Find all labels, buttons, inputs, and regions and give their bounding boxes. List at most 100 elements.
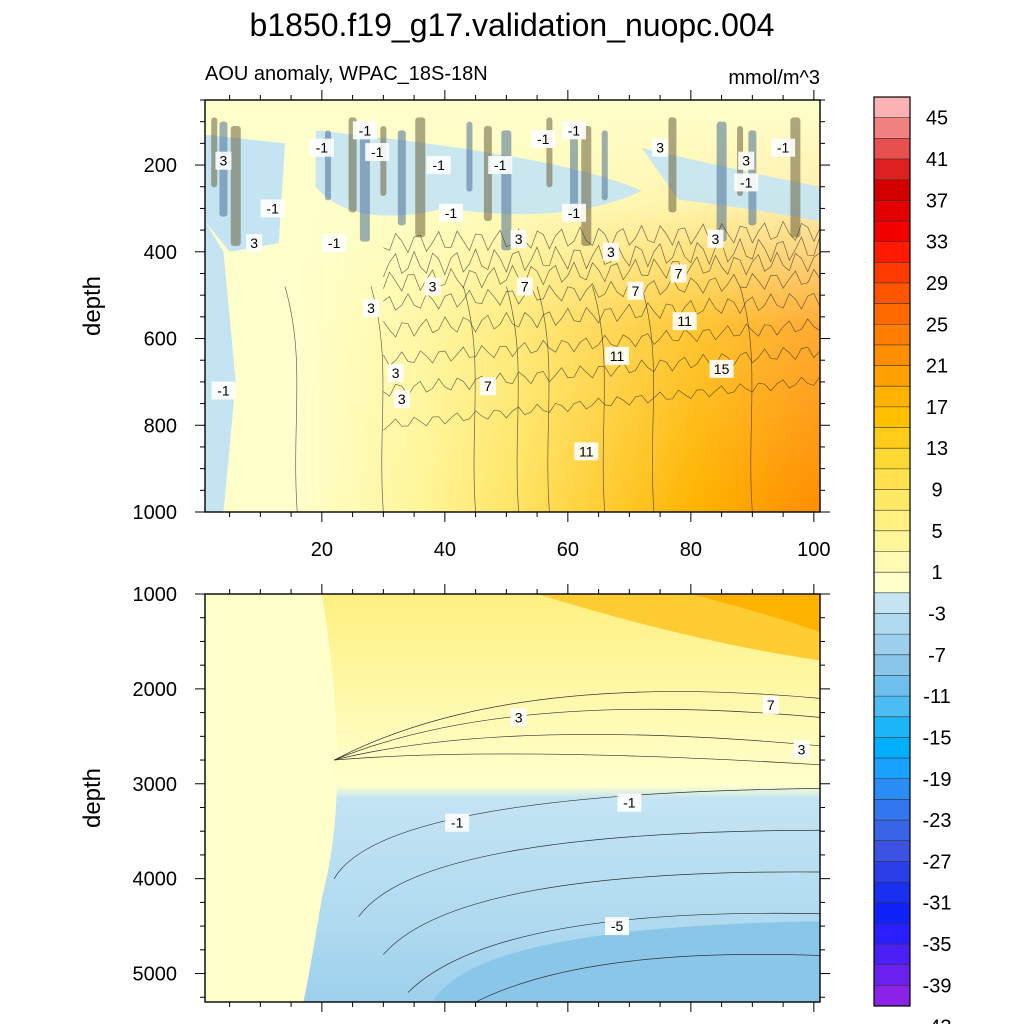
colorbar-swatch [874, 448, 910, 470]
chart-subtitle: AOU anomaly, WPAC_18S-18N [205, 63, 488, 85]
contour-label: 3 [510, 229, 527, 248]
colorbar-swatch [874, 799, 910, 821]
colorbar-swatch [874, 778, 910, 800]
colorbar-label: -27 [923, 851, 952, 873]
colorbar-swatch [874, 344, 910, 366]
svg-text:3: 3 [367, 300, 375, 316]
svg-text:3: 3 [798, 742, 806, 758]
colorbar-label: 29 [926, 273, 948, 295]
colorbar-label: 25 [926, 314, 948, 336]
colorbar-swatch [874, 944, 910, 965]
colorbar-swatch [874, 138, 910, 160]
colorbar-swatch [874, 262, 910, 284]
y-tick-label: 400 [144, 242, 177, 264]
colorbar-swatch [874, 324, 910, 346]
contour-label: 7 [627, 281, 644, 300]
svg-text:3: 3 [656, 140, 664, 156]
svg-text:-1: -1 [328, 235, 341, 251]
contour-label: -1 [439, 203, 463, 222]
units-label: mmol/m^3 [728, 67, 820, 89]
contour-label: 3 [738, 151, 755, 170]
contour-label: -1 [426, 156, 451, 175]
y-tick-label: 200 [144, 155, 177, 177]
colorbar-label: 33 [926, 232, 948, 254]
colorbar-label: 13 [926, 438, 948, 460]
colorbar-label: -3 [928, 603, 946, 625]
svg-text:-1: -1 [266, 200, 279, 216]
svg-text:-1: -1 [623, 795, 636, 811]
contour-label: 3 [393, 390, 410, 409]
svg-text:3: 3 [220, 153, 228, 169]
colorbar-label: -15 [923, 727, 952, 749]
contour-label: -5 [605, 917, 630, 936]
colorbar-swatch [874, 220, 910, 242]
colorbar-swatch [874, 241, 910, 263]
contour-label: 3 [363, 299, 380, 318]
contour-label: 3 [215, 151, 232, 170]
colorbar-swatch [874, 613, 910, 635]
svg-text:15: 15 [714, 361, 730, 377]
y-tick-label: 3000 [133, 774, 178, 796]
contour-label: -1 [734, 173, 759, 192]
contour-label: -1 [322, 234, 347, 253]
contour-label: -1 [309, 138, 334, 157]
y-axis-label: depth [79, 276, 106, 336]
svg-text:-1: -1 [537, 131, 550, 147]
contour-label: 11 [574, 442, 599, 461]
contour-label: 7 [762, 696, 779, 715]
svg-text:7: 7 [675, 265, 683, 281]
contour-label: 3 [602, 242, 619, 261]
colorbar-swatch [874, 386, 910, 408]
colorbar-swatch [874, 634, 910, 656]
x-tick-label: 40 [434, 539, 456, 561]
y-tick-label: 800 [144, 415, 177, 437]
colorbar-swatch [874, 510, 910, 532]
x-tick-label: 60 [557, 539, 579, 561]
colorbar-label: 5 [931, 521, 942, 543]
colorbar-swatch [874, 985, 910, 1007]
svg-text:-1: -1 [316, 140, 329, 156]
colorbar-label: -43 [923, 1017, 952, 1024]
svg-text:-1: -1 [494, 157, 507, 173]
contour-label: -1 [211, 381, 236, 400]
colorbar-swatch [874, 530, 910, 552]
colorbar-swatch [874, 406, 910, 428]
colorbar-label: 1 [931, 562, 942, 584]
svg-text:7: 7 [521, 278, 529, 294]
contour-label: 3 [510, 708, 527, 727]
colorbar-swatch [874, 97, 910, 118]
contour-label: 3 [793, 740, 810, 759]
colorbar-swatch [874, 840, 910, 862]
svg-text:-1: -1 [740, 174, 753, 190]
colorbar-label: 9 [931, 480, 942, 502]
chart-title: b1850.f19_g17.validation_nuopc.004 [250, 7, 775, 43]
colorbar-swatch [874, 468, 910, 490]
contour-label: -1 [445, 813, 470, 832]
contour-label: -1 [617, 793, 642, 812]
contour-label: -1 [365, 143, 390, 162]
lower-panel: 1000 2000 3000 4000 5000 depth 3 7 3 -1 -1 -5 [79, 584, 830, 1012]
colorbar-swatch [874, 282, 910, 304]
svg-text:-1: -1 [371, 144, 384, 160]
upper-panel: 20 40 60 80 100 200 400 600 800 1000 depth 3 -1 -1 -1 -… [79, 90, 831, 561]
colorbar-swatch [874, 365, 910, 387]
x-tick-label: 20 [311, 539, 333, 561]
colorbar-swatch [874, 820, 910, 842]
y-tick-label: 1000 [133, 502, 178, 524]
svg-text:-1: -1 [568, 122, 581, 138]
colorbar-label: -11 [923, 686, 950, 708]
colorbar-label: 17 [926, 397, 948, 419]
svg-text:3: 3 [515, 231, 523, 247]
svg-text:3: 3 [398, 391, 406, 407]
colorbar-swatch [874, 861, 910, 883]
contour-label: 11 [605, 346, 630, 365]
contour-label: -1 [562, 121, 586, 140]
upper-panel-field [205, 100, 820, 512]
contour-label: 7 [479, 377, 496, 396]
colorbar-swatch [874, 696, 910, 718]
contour-label: 3 [387, 364, 404, 383]
contour-label: 3 [424, 277, 441, 296]
colorbar-swatch [874, 882, 910, 904]
lower-panel-field [205, 594, 820, 1002]
y-tick-label: 2000 [133, 679, 178, 701]
